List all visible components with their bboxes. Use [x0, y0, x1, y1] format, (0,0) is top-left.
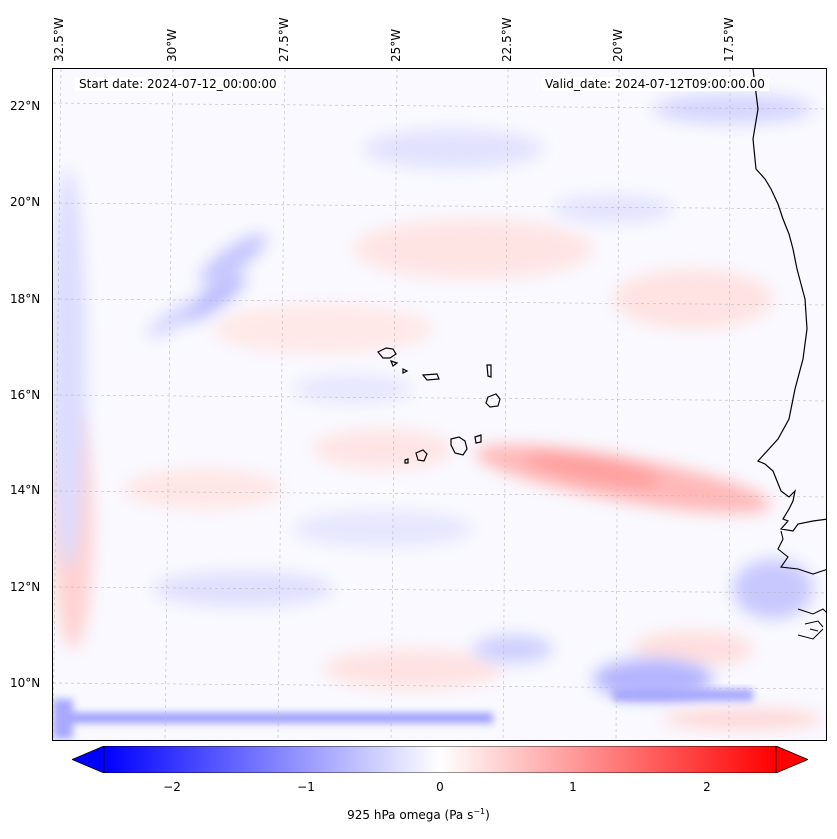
valid-date-text: Valid_date: 2024-07-12T09:00:00.00 — [541, 77, 769, 91]
lat-label-14n: 14°N — [10, 483, 41, 497]
africa-coastline — [752, 69, 826, 532]
bissagos-coast — [797, 608, 826, 640]
colorbar-extend-min — [72, 746, 105, 773]
lon-label-20w: 20°W — [611, 28, 625, 62]
lon-label-17-5w: 17.5°W — [722, 17, 736, 62]
colorbar-label: 925 hPa omega (Pa s−1) — [347, 807, 490, 822]
lon-label-27-5w: 27.5°W — [277, 17, 291, 62]
map-panel — [52, 68, 827, 741]
colorbar-tick-neg1: −1 — [297, 780, 315, 794]
colorbar-tick-neg2: −2 — [163, 780, 181, 794]
omega-field — [53, 69, 826, 740]
lon-label-32-5w: 32.5°W — [52, 17, 66, 62]
gambia-coast — [777, 530, 826, 575]
lon-label-22-5w: 22.5°W — [500, 17, 514, 62]
colorbar-tick-1: 1 — [569, 780, 577, 794]
lat-label-18n: 18°N — [10, 292, 41, 306]
lat-label-16n: 16°N — [10, 388, 41, 402]
lon-label-25w: 25°W — [389, 28, 403, 62]
colorbar-body — [103, 746, 777, 773]
lat-label-10n: 10°N — [10, 676, 41, 690]
lon-label-30w: 30°W — [165, 28, 179, 62]
colorbar-extend-max — [775, 746, 808, 773]
negative-omega-patches — [53, 94, 813, 699]
lat-label-22n: 22°N — [10, 99, 41, 113]
cape-verde-islands — [377, 347, 501, 464]
graticule — [53, 69, 826, 740]
positive-omega-patches — [53, 219, 823, 729]
lat-label-20n: 20°N — [10, 195, 41, 209]
start-date-text: Start date: 2024-07-12_00:00:00 — [75, 77, 281, 91]
colorbar-tick-2: 2 — [703, 780, 711, 794]
colorbar-tick-0: 0 — [436, 780, 444, 794]
lat-label-12n: 12°N — [10, 580, 41, 594]
colorbar — [72, 746, 808, 773]
